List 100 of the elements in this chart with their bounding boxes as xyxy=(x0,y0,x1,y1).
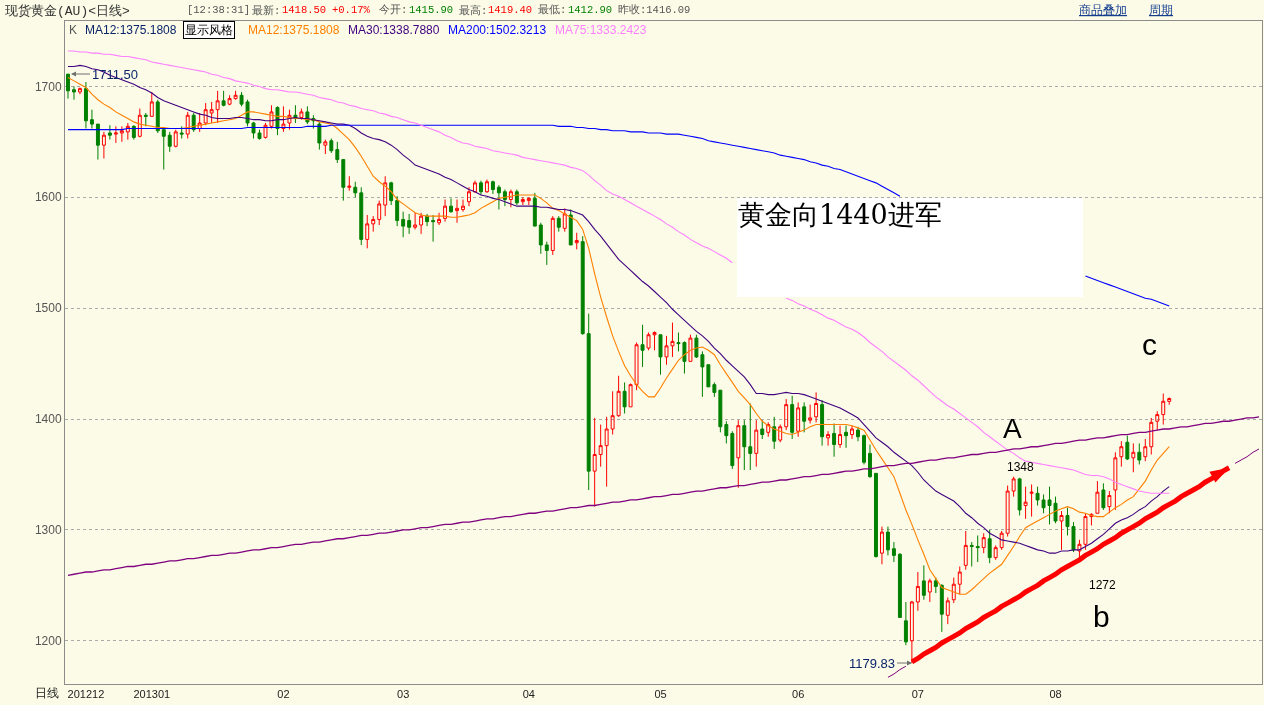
candlestick xyxy=(969,541,974,567)
candlestick xyxy=(999,530,1004,551)
candlestick xyxy=(478,180,483,196)
text: MA30:1338.7880 xyxy=(348,23,440,37)
candlestick xyxy=(951,577,956,604)
candlestick xyxy=(1017,477,1022,516)
candlestick xyxy=(939,583,944,633)
candlestick xyxy=(766,421,771,438)
candlestick xyxy=(359,186,364,246)
candlestick xyxy=(598,424,603,468)
x-tick-label: 02 xyxy=(277,688,290,701)
candlestick xyxy=(933,577,938,594)
text: 今开: xyxy=(379,4,408,16)
annotation: A xyxy=(1003,413,1022,444)
candlestick xyxy=(1167,397,1172,406)
candlestick xyxy=(473,180,477,194)
candlestick xyxy=(532,192,537,227)
candlestick xyxy=(760,419,765,440)
candlestick xyxy=(215,90,220,124)
candlestick xyxy=(329,138,334,154)
candlestick xyxy=(544,241,549,266)
candlestick xyxy=(718,389,723,433)
x-tick-label: 07 xyxy=(911,688,924,701)
candlestick xyxy=(580,235,585,336)
candlestick xyxy=(610,390,615,436)
text: 1418.50 xyxy=(282,4,327,16)
annotation: 1348 xyxy=(1007,460,1035,474)
candlestick xyxy=(508,189,513,208)
candlestick xyxy=(622,381,627,414)
candlestick xyxy=(736,419,741,489)
candlestick xyxy=(1131,442,1136,473)
candlestick xyxy=(874,472,878,559)
candlestick xyxy=(1161,393,1166,426)
candlestick xyxy=(1149,417,1154,455)
y-tick-label: 1600 xyxy=(34,190,62,205)
candlestick xyxy=(149,91,154,117)
candlestick xyxy=(550,215,555,256)
candlestick xyxy=(748,403,753,471)
candlestick xyxy=(167,131,172,153)
x-tick-label: 03 xyxy=(397,688,410,701)
candlestick xyxy=(826,430,831,447)
candlestick xyxy=(449,197,453,214)
candlestick xyxy=(101,131,106,159)
candlestick xyxy=(850,425,854,440)
candlestick xyxy=(856,426,860,442)
annotation: 1179.83 xyxy=(849,656,896,671)
candlestick xyxy=(209,101,214,124)
candlestick xyxy=(754,419,759,468)
candlestick xyxy=(1125,435,1130,461)
text: 最高: xyxy=(459,4,488,17)
candlestick xyxy=(161,128,166,171)
candlestick xyxy=(131,124,136,141)
y-tick-label: 1300 xyxy=(34,523,62,538)
candlestick xyxy=(317,121,322,151)
candlestick xyxy=(484,179,489,194)
candlestick xyxy=(586,313,591,491)
candlestick xyxy=(203,102,208,126)
candlestick xyxy=(592,417,597,508)
candlestick xyxy=(125,122,130,141)
annotation: MA12:1375.1808 xyxy=(85,23,177,37)
line-series xyxy=(67,416,1260,576)
candlestick xyxy=(323,139,328,155)
candlestick xyxy=(419,212,424,235)
candlestick xyxy=(347,175,352,192)
candlestick xyxy=(915,571,920,612)
candlestick xyxy=(981,532,986,554)
text: +0.17% xyxy=(332,4,371,16)
candlestick xyxy=(1005,485,1010,538)
candlestick xyxy=(1137,442,1142,465)
candlestick xyxy=(1155,410,1160,431)
x-tick-label: 201212 xyxy=(67,688,105,701)
candlestick xyxy=(802,401,807,433)
candlestick xyxy=(844,425,849,449)
candlestick xyxy=(778,424,783,443)
x-tick-label: 06 xyxy=(792,688,805,701)
candlestick xyxy=(921,564,926,601)
candlestick xyxy=(83,81,88,130)
candlestick xyxy=(113,125,118,144)
candlestick xyxy=(897,552,902,618)
y-tick-label: 1200 xyxy=(34,633,62,648)
candlestick xyxy=(945,597,950,625)
candlestick xyxy=(688,334,693,362)
x-tick-label: 04 xyxy=(522,688,535,701)
candlestick xyxy=(862,434,866,465)
candlestick xyxy=(987,529,992,564)
x-tick-label: 201301 xyxy=(133,688,171,701)
candlestick xyxy=(927,578,932,603)
candlestick xyxy=(526,196,531,206)
candlestick xyxy=(820,399,825,447)
candlestick xyxy=(143,112,148,127)
candlestick xyxy=(179,125,184,140)
candlestick xyxy=(742,419,747,471)
candlestick xyxy=(891,541,896,563)
candlestick xyxy=(107,124,112,141)
candlestick xyxy=(808,404,813,424)
chart-title: 现货黄金(AU)<日线> xyxy=(5,3,131,19)
candlestick xyxy=(197,112,202,133)
candlestick xyxy=(1011,476,1016,498)
text: 最新: xyxy=(252,4,281,17)
candlestick xyxy=(1023,486,1028,520)
